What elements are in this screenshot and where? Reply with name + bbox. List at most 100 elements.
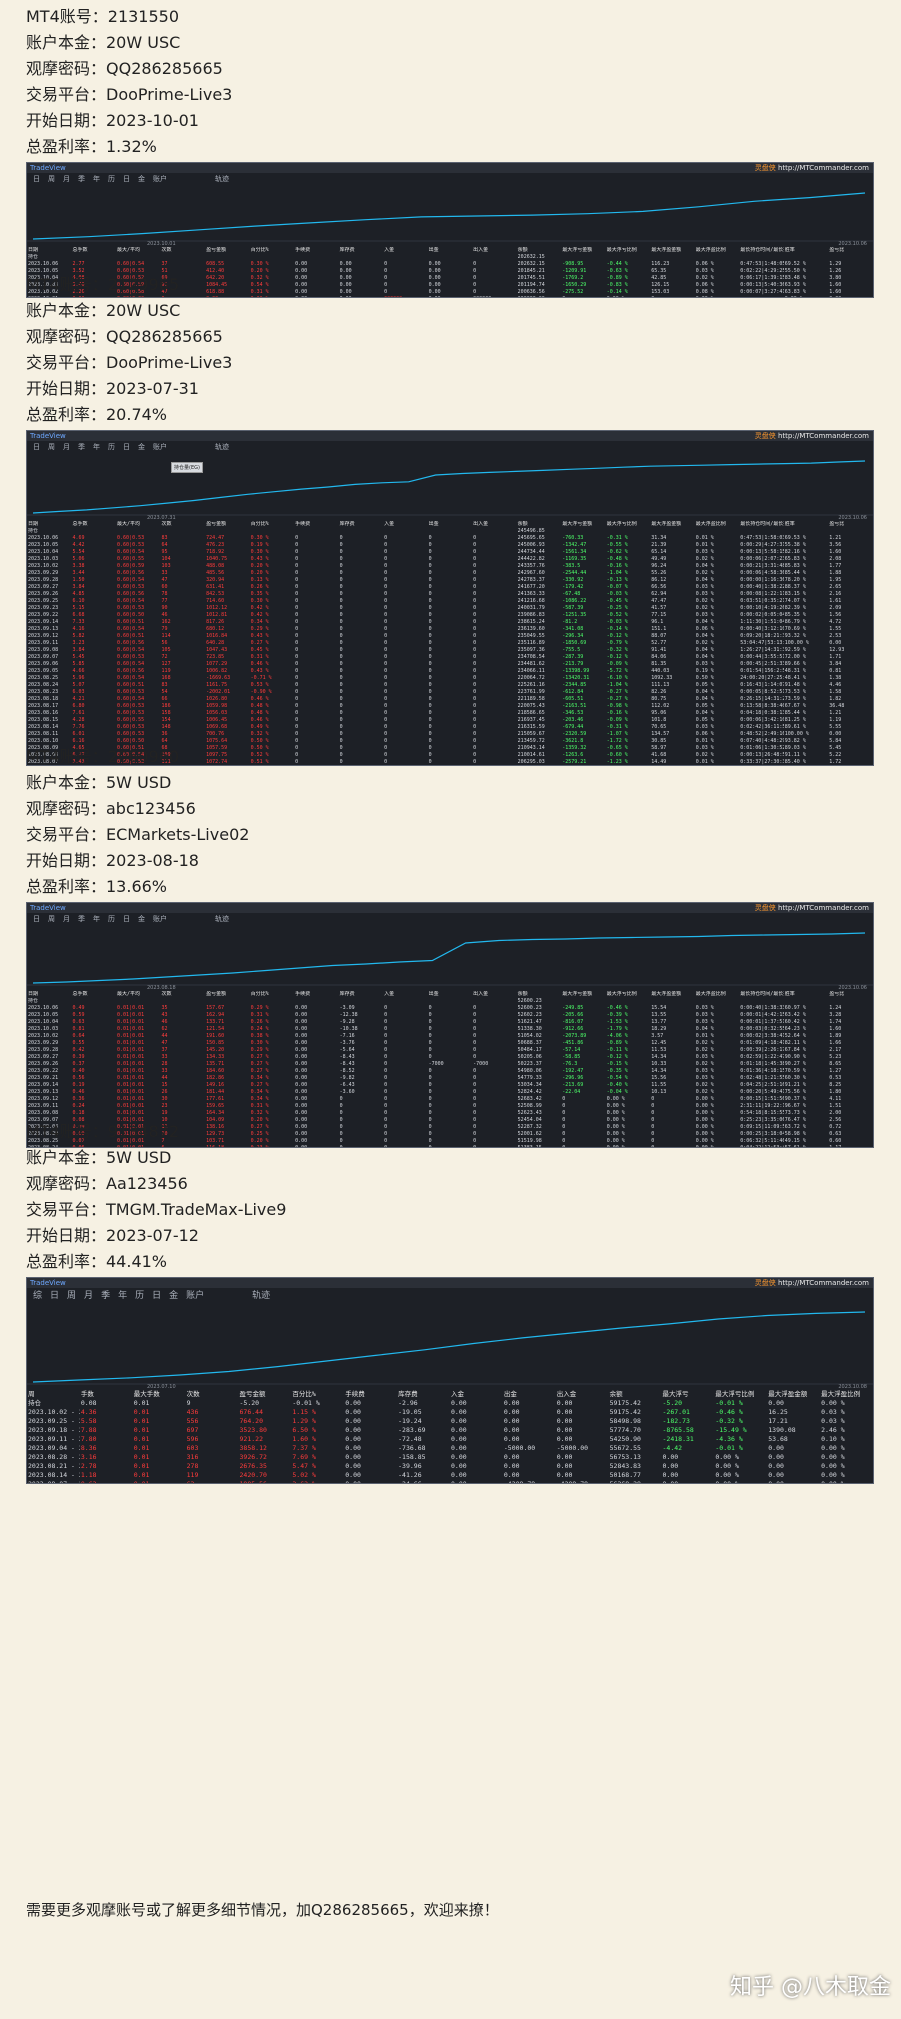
- column-header[interactable]: 最长持仓时间/最长持仓时间: [740, 991, 784, 997]
- column-header[interactable]: 最大浮亏: [662, 1390, 689, 1398]
- toolbar-tab[interactable]: 账户: [153, 443, 167, 451]
- column-header[interactable]: 最长持仓时间/最长持仓时间: [740, 521, 784, 527]
- toolbar-tab[interactable]: 日: [123, 443, 130, 451]
- toolbar-tab[interactable]: 金: [138, 443, 145, 451]
- toolbar-tab[interactable]: 年: [93, 175, 100, 183]
- toolbar-track-tab[interactable]: 轨迹: [215, 915, 229, 923]
- column-header[interactable]: 入金: [384, 521, 395, 527]
- toolbar-tab[interactable]: 季: [101, 1291, 111, 1301]
- column-header[interactable]: 最大浮亏金额: [562, 521, 593, 527]
- column-header[interactable]: 百分比%: [250, 247, 269, 253]
- column-header[interactable]: 日期: [28, 991, 39, 997]
- toolbar-tab[interactable]: 日: [50, 1291, 60, 1301]
- toolbar-tab[interactable]: 金: [169, 1291, 179, 1301]
- column-header[interactable]: 出入金: [473, 521, 489, 527]
- column-header[interactable]: 总手数: [72, 991, 88, 997]
- toolbar-track-tab[interactable]: 轨迹: [215, 175, 229, 183]
- toolbar-tab[interactable]: 综: [33, 1291, 43, 1301]
- toolbar-track-tab[interactable]: 轨迹: [215, 443, 229, 451]
- toolbar-tab[interactable]: 金: [138, 175, 145, 183]
- column-header[interactable]: 出金: [503, 1390, 517, 1398]
- column-header[interactable]: 最大手数: [133, 1390, 160, 1398]
- column-header[interactable]: 手续费: [295, 247, 311, 253]
- column-header[interactable]: 库存费: [398, 1390, 418, 1398]
- column-header[interactable]: 出入金: [473, 247, 489, 253]
- column-header[interactable]: 最长持仓时间/最长持仓时间: [740, 247, 784, 253]
- toolbar-tab[interactable]: 账户: [186, 1291, 205, 1301]
- brand-link[interactable]: 灵盘侠 http://MTCommander.com: [755, 431, 869, 441]
- column-header[interactable]: 库存费: [339, 247, 355, 253]
- column-header[interactable]: 次数: [161, 521, 172, 527]
- toolbar-tab[interactable]: 年: [93, 443, 100, 451]
- brand-link[interactable]: 灵盘侠 http://MTCommander.com: [755, 1278, 869, 1288]
- column-header[interactable]: 手续费: [295, 521, 311, 527]
- toolbar-tab[interactable]: 日: [123, 915, 130, 923]
- toolbar-tab[interactable]: 月: [63, 915, 70, 923]
- column-header[interactable]: 次数: [186, 1390, 200, 1398]
- toolbar-tab[interactable]: 季: [78, 175, 85, 183]
- column-header[interactable]: 余额: [517, 521, 528, 527]
- toolbar-tab[interactable]: 历: [108, 443, 115, 451]
- column-header[interactable]: 最大浮亏金额: [562, 991, 593, 997]
- column-header[interactable]: 盈亏比: [829, 247, 845, 253]
- column-header[interactable]: 最大/平均: [117, 247, 141, 253]
- column-header[interactable]: 出金: [428, 521, 439, 527]
- column-header[interactable]: 出入金: [473, 991, 489, 997]
- column-header[interactable]: 总手数: [72, 521, 88, 527]
- column-header[interactable]: 日期: [28, 521, 39, 527]
- toolbar-tab[interactable]: 月: [84, 1291, 94, 1301]
- column-header[interactable]: 总手数: [72, 247, 88, 253]
- toolbar-tab[interactable]: 金: [138, 915, 145, 923]
- column-header[interactable]: 最大浮亏比例: [606, 247, 637, 253]
- column-header[interactable]: 百分比%: [250, 991, 269, 997]
- column-header[interactable]: 最大浮盈金额: [651, 991, 682, 997]
- column-header[interactable]: 最大浮盈比例: [695, 991, 726, 997]
- column-header[interactable]: 出金: [428, 991, 439, 997]
- column-header[interactable]: 次数: [161, 247, 172, 253]
- brand-link[interactable]: 灵盘侠 http://MTCommander.com: [755, 903, 869, 913]
- column-header[interactable]: 入金: [384, 991, 395, 997]
- toolbar-tab[interactable]: 月: [63, 443, 70, 451]
- toolbar-tab[interactable]: 周: [48, 915, 55, 923]
- toolbar-tab[interactable]: 日: [152, 1291, 162, 1301]
- toolbar-tab[interactable]: 日: [33, 175, 40, 183]
- toolbar-tab[interactable]: 历: [108, 915, 115, 923]
- column-header[interactable]: 手数: [80, 1390, 94, 1398]
- column-header[interactable]: 余额: [517, 247, 528, 253]
- toolbar-tab[interactable]: 年: [93, 915, 100, 923]
- column-header[interactable]: 最大浮亏比例: [606, 991, 637, 997]
- column-header[interactable]: 手续费: [345, 1390, 365, 1398]
- column-header[interactable]: 盈亏金额: [206, 247, 227, 253]
- column-header[interactable]: 周: [28, 1390, 35, 1398]
- column-header[interactable]: 余额: [517, 991, 528, 997]
- toolbar-tab[interactable]: 日: [33, 443, 40, 451]
- column-header[interactable]: 入金: [451, 1390, 464, 1398]
- toolbar-track-tab[interactable]: 轨迹: [252, 1291, 271, 1301]
- toolbar-tab[interactable]: 周: [48, 175, 55, 183]
- column-header[interactable]: 最大/平均: [117, 521, 141, 527]
- column-header[interactable]: 库存费: [339, 521, 355, 527]
- column-header[interactable]: 手续费: [295, 991, 311, 997]
- toolbar-tab[interactable]: 历: [135, 1291, 145, 1301]
- toolbar-tab[interactable]: 月: [63, 175, 70, 183]
- toolbar-tab[interactable]: 周: [67, 1291, 77, 1301]
- column-header[interactable]: 盈亏金额: [206, 521, 227, 527]
- toolbar-tab[interactable]: 账户: [153, 915, 167, 923]
- column-header[interactable]: 最大/平均: [117, 991, 141, 997]
- column-header[interactable]: 最大浮亏金额: [562, 247, 593, 253]
- column-header[interactable]: 胜率: [784, 247, 795, 253]
- column-header[interactable]: 最大浮盈金额: [651, 521, 682, 527]
- toolbar-tab[interactable]: 历: [108, 175, 115, 183]
- toolbar-tab[interactable]: 日: [123, 175, 130, 183]
- column-header[interactable]: 最大浮亏比例: [715, 1390, 755, 1398]
- toolbar-tab[interactable]: 周: [48, 443, 55, 451]
- toolbar-tab[interactable]: 账户: [153, 175, 167, 183]
- column-header[interactable]: 盈亏金额: [206, 991, 227, 997]
- column-header[interactable]: 胜率: [784, 521, 795, 527]
- column-header[interactable]: 次数: [161, 991, 172, 997]
- column-header[interactable]: 出金: [428, 247, 439, 253]
- toolbar-tab[interactable]: 年: [118, 1291, 128, 1301]
- column-header[interactable]: 最大浮盈比例: [695, 521, 726, 527]
- column-header[interactable]: 百分比%: [292, 1390, 316, 1398]
- column-header[interactable]: 日期: [28, 247, 39, 253]
